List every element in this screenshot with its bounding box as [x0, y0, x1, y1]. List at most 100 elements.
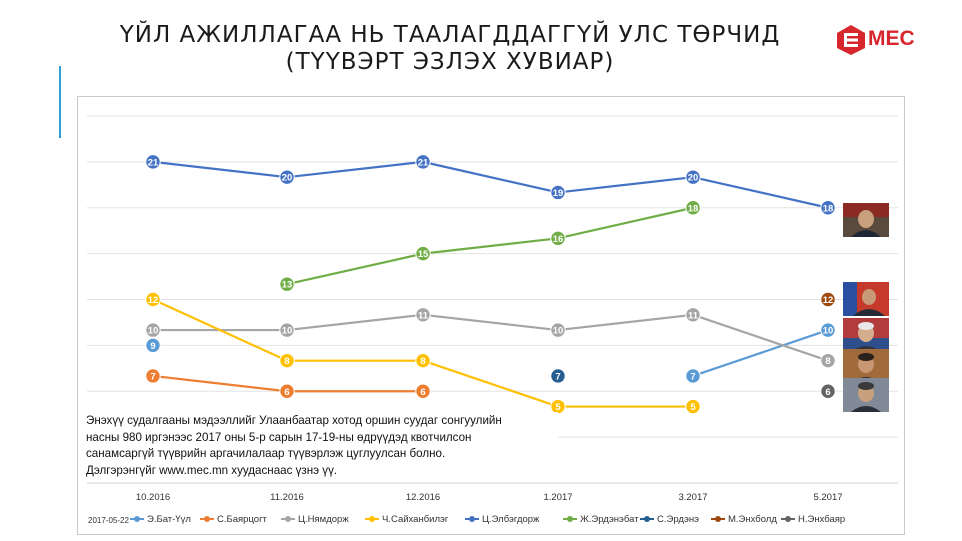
data-point: [145, 337, 161, 354]
legend-item: М.Энхболд: [711, 512, 777, 526]
legend-item: Ч.Сайханбилэг: [365, 512, 448, 526]
data-label: 21: [418, 157, 429, 168]
data-point: [415, 154, 431, 170]
legend-label: Ж.Эрдэнэбат: [580, 513, 639, 525]
data-label: 8: [420, 356, 425, 367]
data-point: [820, 352, 836, 369]
data-point: [685, 200, 701, 216]
legend-marker: [711, 514, 725, 524]
legend-item: С.Эрдэнэ: [640, 512, 699, 526]
data-point: [685, 169, 701, 185]
data-point: [685, 368, 701, 384]
data-point: [685, 398, 701, 415]
data-point: [820, 291, 836, 308]
legend-marker: [130, 514, 144, 524]
legend-label: Э.Бат-Үүл: [147, 513, 191, 525]
data-label: 10: [148, 326, 159, 337]
legend-marker: [640, 514, 654, 524]
data-point: [820, 383, 836, 399]
data-point: [550, 398, 566, 415]
legend-item: Ж.Эрдэнэбат: [563, 512, 639, 526]
data-label: 15: [418, 249, 429, 260]
methodology-note: Энэхүү судалгааны мэдээллийг Улаанбаатар…: [84, 412, 558, 481]
series-line: [153, 313, 829, 362]
series-line: [152, 160, 829, 209]
data-label: 21: [148, 157, 159, 168]
data-label: 11: [688, 310, 699, 321]
data-label: 19: [553, 188, 564, 199]
x-tick-label: 1.2017: [543, 492, 572, 503]
data-label: 7: [555, 371, 560, 382]
data-point: [145, 154, 161, 170]
x-tick-label: 12.2016: [406, 492, 440, 503]
legend-item: Э.Бат-Үүл: [130, 512, 191, 526]
data-label: 11: [418, 310, 429, 321]
data-point: [279, 276, 295, 292]
portrait-enkhbayar: [843, 378, 889, 412]
data-point: [550, 230, 566, 247]
data-label: 18: [823, 203, 834, 214]
legend-item: Ц.Элбэгдорж: [465, 512, 539, 526]
portrait-enkhbold: [843, 282, 889, 316]
chart-title-line2: (ТҮҮВЭРТ ЭЗЛЭХ ХУВИАР): [285, 49, 615, 75]
mec-logo-text: MEC: [868, 27, 915, 50]
legend-label: М.Энхболд: [728, 513, 777, 525]
data-point: [415, 352, 431, 369]
legend-label: Ц.Элбэгдорж: [482, 513, 540, 525]
legend-label: Н.Энхбаяр: [798, 513, 846, 525]
series-lines: [152, 160, 829, 408]
data-label: 12: [148, 295, 159, 306]
data-point: [415, 245, 431, 262]
data-point: [820, 200, 836, 216]
data-label: 6: [420, 387, 425, 398]
data-point: [279, 322, 295, 338]
data-label: 8: [825, 356, 830, 367]
data-label: 18: [688, 203, 699, 214]
data-label: 20: [688, 173, 699, 184]
portrait-nyamdorj: [843, 318, 889, 352]
note-line3: санамсаргүй түүврийн аргачилалаар түүвэр…: [86, 447, 446, 461]
x-tick-label: 3.2017: [678, 492, 707, 503]
data-label: 12: [823, 295, 834, 306]
portrait-elbegdorj: [843, 203, 889, 237]
mec-logo: MEC: [836, 24, 926, 58]
data-label: 5: [690, 402, 696, 413]
note-line2: насны 980 иргэнээс 2017 оны 5-р сарын 17…: [86, 430, 472, 444]
series-line: [692, 329, 829, 377]
data-label: 5: [555, 402, 561, 413]
accent-bar: [59, 66, 61, 138]
data-label: 6: [284, 387, 289, 398]
legend-marker: [281, 514, 295, 524]
legend-item: Н.Энхбаяр: [781, 512, 845, 526]
data-point: [820, 322, 836, 338]
legend-label: С.Баярцогт: [217, 513, 267, 525]
x-tick-label: 5.2017: [813, 492, 842, 503]
data-point: [145, 322, 161, 338]
series-line: [286, 206, 694, 286]
data-point: [145, 368, 161, 384]
data-point: [685, 307, 701, 323]
legend-label: С.Эрдэнэ: [657, 513, 699, 525]
data-point: [279, 383, 295, 399]
data-label: 6: [825, 387, 830, 398]
legend-label: Ц.Нямдорж: [298, 513, 349, 525]
data-point: [550, 368, 566, 384]
data-label: 10: [553, 326, 564, 337]
data-point: [550, 184, 566, 201]
x-tick-label: 11.2016: [270, 492, 304, 503]
mec-logo-icon: [837, 25, 865, 55]
data-label: 10: [823, 326, 834, 337]
data-label: 16: [553, 234, 564, 245]
data-point: [415, 383, 431, 399]
chart-title: ҮЙЛ АЖИЛЛАГАА НЬ ТААЛАГДДАГГҮЙ УЛС ТӨРЧИ…: [70, 22, 830, 76]
data-label: 10: [282, 326, 293, 337]
data-label: 7: [690, 371, 695, 382]
data-point: [550, 322, 566, 338]
data-label: 20: [282, 173, 293, 184]
data-point: [279, 352, 295, 369]
data-point: [415, 307, 431, 323]
legend-marker: [465, 514, 479, 524]
data-label: 9: [150, 341, 155, 352]
x-tick-label: 10.2016: [136, 492, 170, 503]
